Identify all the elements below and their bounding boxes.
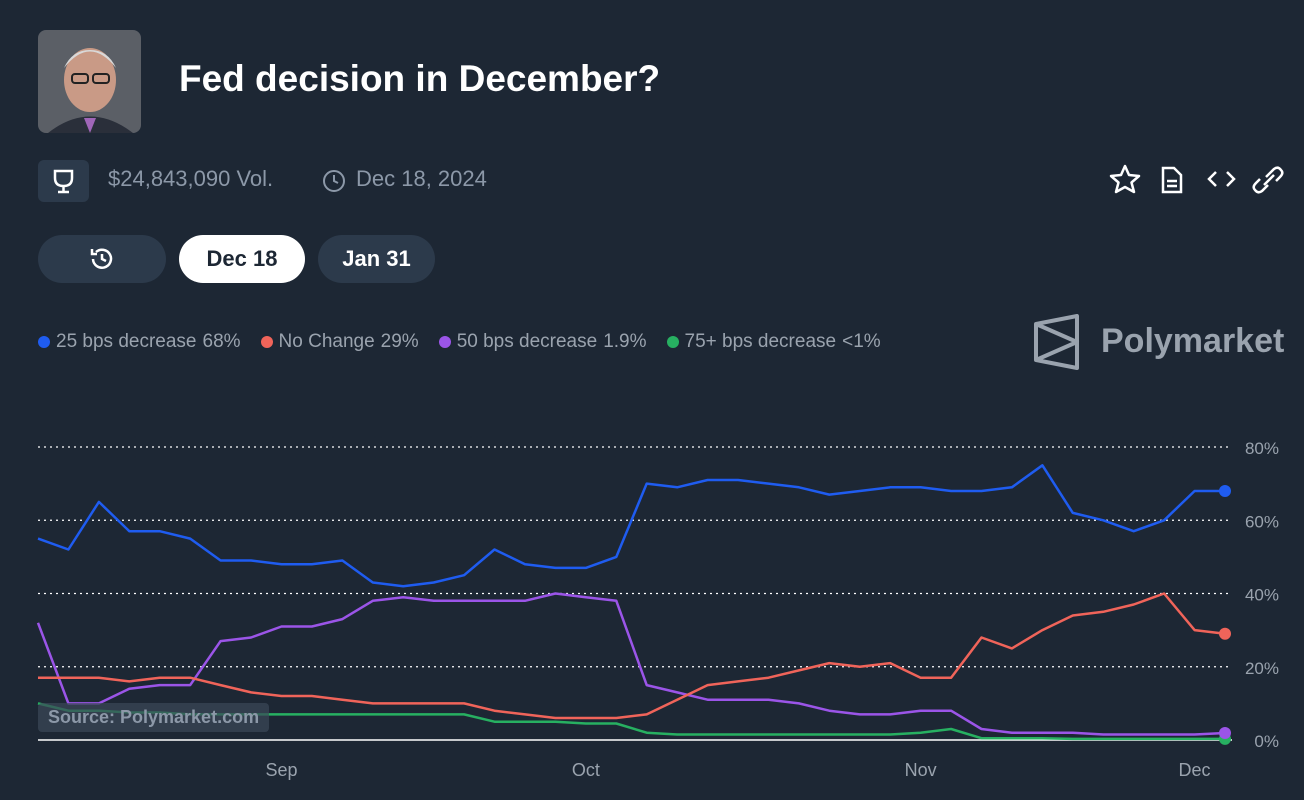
y-tick-label: 0% xyxy=(1254,732,1279,751)
legend-name: 50 bps decrease xyxy=(456,331,598,352)
clock-icon xyxy=(323,170,345,192)
legend-name: No Change xyxy=(278,331,375,352)
source: Source: Polymarket.com xyxy=(38,703,270,732)
end-date: Dec 18, 2024 xyxy=(356,166,487,191)
end-dot xyxy=(1219,727,1231,740)
legend-value: <1% xyxy=(842,331,881,352)
x-tick-label: Nov xyxy=(905,760,937,780)
action-icons[interactable] xyxy=(1108,163,1288,197)
legend-value: 29% xyxy=(380,331,419,352)
y-tick-label: 20% xyxy=(1245,659,1279,678)
series-line xyxy=(36,592,1226,736)
series-line xyxy=(37,464,1225,588)
legend-value: 1.9% xyxy=(603,331,647,352)
history-tab[interactable] xyxy=(38,235,166,283)
y-tick-label: 60% xyxy=(1245,512,1279,531)
legend-item: 50 bps decrease 1.9% xyxy=(438,331,647,353)
legend-dot xyxy=(38,336,50,348)
legend-item: No Change 29% xyxy=(260,331,419,353)
end-dot xyxy=(1219,484,1231,497)
legend-item: 75+ bps decrease <1% xyxy=(666,331,881,353)
x-tick-label: Oct xyxy=(572,760,600,780)
brand-logo xyxy=(1034,314,1079,370)
market-image xyxy=(38,30,141,133)
legend-item: 25 bps decrease 68% xyxy=(38,331,241,353)
date-tab[interactable]: Dec 18 xyxy=(179,235,305,283)
market-title: Fed decision in December? xyxy=(179,58,661,99)
legend-dot xyxy=(438,336,451,348)
y-tick-label: 40% xyxy=(1245,586,1279,605)
volume: $24,843,090 Vol. xyxy=(108,166,274,191)
legend-name: 75+ bps decrease xyxy=(684,331,837,352)
trophy-button[interactable] xyxy=(38,160,89,202)
legend-value: 68% xyxy=(202,331,241,352)
history-icon xyxy=(90,248,113,269)
legend-name: 25 bps decrease xyxy=(56,331,197,352)
legend-dot xyxy=(666,336,679,348)
brand-name: Polymarket xyxy=(1101,322,1285,360)
y-tick-label: 80% xyxy=(1245,439,1279,458)
x-tick-label: Dec xyxy=(1179,760,1211,780)
date-tab[interactable]: Jan 31 xyxy=(318,235,435,283)
legend: 25 bps decrease 68% No Change 29% 50 bps dec… xyxy=(38,331,881,353)
series-line xyxy=(38,592,1226,720)
end-dot xyxy=(1219,627,1231,640)
legend-dot xyxy=(260,336,273,348)
x-tick-label: Sep xyxy=(265,760,297,780)
